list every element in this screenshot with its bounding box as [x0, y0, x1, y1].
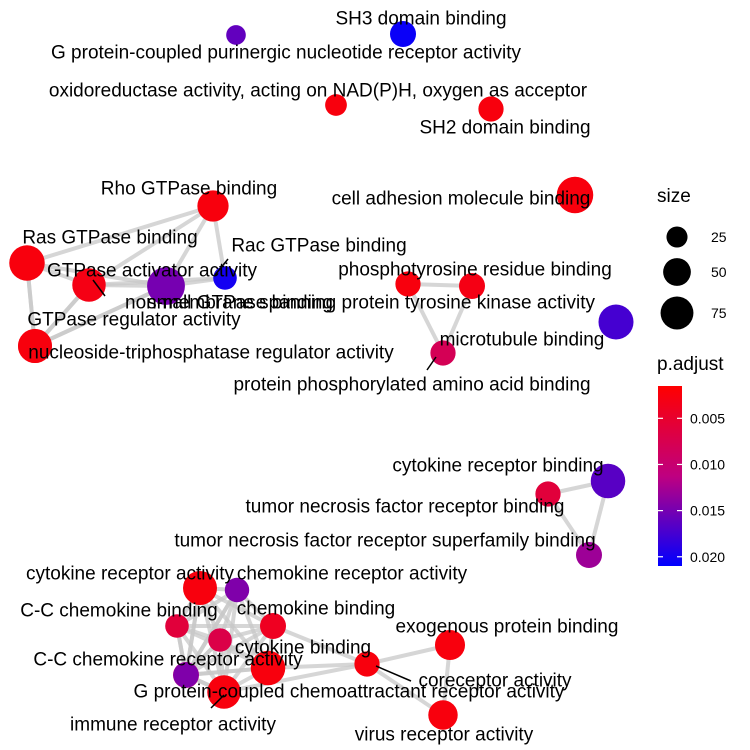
node-label-ppaa: protein phosphorylated amino acid bindin…	[233, 375, 590, 396]
node-label-cc_chemo_b: C-C chemokine binding	[20, 601, 218, 622]
leader-line-immune	[210, 694, 225, 709]
node-rho[interactable]	[197, 190, 229, 222]
edge-rho-ras	[26, 204, 214, 265]
node-label-cyto_ra: cytokine receptor activity	[26, 564, 235, 585]
edge-rho-gtp_act	[87, 204, 215, 287]
node-label-immune: immune receptor activity	[70, 715, 276, 736]
node-unlab_pink[interactable]	[208, 628, 232, 652]
node-gtp_act[interactable]	[72, 268, 106, 302]
node-label-sh2: SH2 domain binding	[419, 118, 590, 139]
leader-line-gtp_act	[92, 279, 106, 297]
node-virus[interactable]	[428, 700, 458, 730]
size-legend-dot-75	[660, 296, 694, 330]
node-rac[interactable]	[213, 266, 237, 290]
node-label-sh3: SH3 domain binding	[335, 9, 506, 30]
node-label-gpcr_chemo: G protein-coupled chemoattractant recept…	[134, 682, 565, 703]
node-sh2[interactable]	[478, 96, 504, 122]
node-label-oxido: oxidoreductase activity, acting on NAD(P…	[49, 81, 588, 102]
node-cc_chemo_b[interactable]	[165, 614, 189, 638]
node-ras[interactable]	[9, 245, 45, 281]
node-label-rac: Rac GTPase binding	[231, 236, 406, 257]
node-chemo_ra[interactable]	[224, 577, 250, 603]
node-gpcr_chemo[interactable]	[173, 662, 199, 688]
size-legend-title: size	[657, 186, 691, 207]
node-label-rho: Rho GTPase binding	[101, 179, 277, 200]
leader-line-ppaa	[426, 356, 437, 371]
node-mt[interactable]	[598, 304, 634, 340]
size-legend-dot-50	[663, 258, 691, 286]
color-legend-bar	[658, 386, 682, 566]
node-label-chemo_ra: chemokine receptor activity	[237, 564, 468, 585]
color-legend-title: p.adjust	[657, 354, 724, 375]
node-label-gpcr_purine: G protein-coupled purinergic nucleotide …	[51, 43, 521, 64]
node-label-cyto_b: cytokine binding	[235, 638, 371, 659]
node-exog[interactable]	[434, 629, 466, 661]
node-label-cam: cell adhesion molecule binding	[332, 189, 591, 210]
node-gpcr_purine[interactable]	[226, 25, 246, 45]
node-label-nmrptk: non-membrane spanning protein tyrosine k…	[125, 293, 595, 314]
size-legend-label-50: 50	[711, 264, 727, 280]
node-ppaa[interactable]	[430, 340, 456, 366]
color-legend-tick-label: 0.015	[690, 503, 725, 519]
edge-corec-virus	[365, 662, 445, 717]
node-label-ptyr: phosphotyrosine residue binding	[338, 260, 612, 281]
node-label-exog: exogenous protein binding	[396, 617, 619, 638]
node-corec[interactable]	[354, 651, 380, 677]
node-label-ras: Ras GTPase binding	[22, 228, 197, 249]
node-label-virus: virus receptor activity	[355, 725, 534, 746]
size-legend-label-25: 25	[711, 229, 727, 245]
node-label-gtp_act: GTPase activator activity	[47, 261, 258, 282]
node-label-tnfrb: tumor necrosis factor receptor binding	[246, 497, 565, 518]
node-label-cytorb: cytokine receptor binding	[392, 456, 603, 477]
node-cyto_ra[interactable]	[183, 571, 217, 605]
node-chemo_b[interactable]	[259, 612, 287, 640]
node-ntp_reg[interactable]	[18, 329, 52, 363]
color-legend: p.adjust 0.005 0.010 0.015 0.020	[657, 354, 725, 566]
node-label-chemo_b: chemokine binding	[237, 599, 395, 620]
node-oxido[interactable]	[325, 94, 347, 116]
node-tnfrb[interactable]	[535, 481, 561, 507]
node-ptyr[interactable]	[458, 272, 486, 300]
edge-chemo_b-corec	[272, 624, 368, 666]
leader-line-rac	[214, 258, 229, 276]
leader-line-corec	[375, 665, 412, 682]
node-label-tnfrsf: tumor necrosis factor receptor superfami…	[174, 531, 595, 552]
color-legend-tick-label: 0.005	[690, 410, 725, 426]
node-label-cc_chemo_ra: C-C chemokine receptor activity	[33, 650, 303, 671]
node-cytorb[interactable]	[590, 463, 626, 499]
node-tnfrsf[interactable]	[575, 541, 603, 569]
label-layer: SH3 domain binding G protein-coupled puri…	[20, 9, 618, 746]
color-legend-tick-label: 0.020	[690, 549, 725, 565]
node-label-small_gtp: small GTPase binding	[147, 293, 333, 314]
edge-nmrptk-ppaa	[406, 283, 445, 354]
node-label-mt: microtubule binding	[440, 330, 605, 351]
node-immune[interactable]	[207, 675, 241, 709]
size-legend-dot-25	[666, 226, 688, 248]
node-label-corec: coreceptor activity	[418, 671, 572, 692]
node-label-ntp_reg: nucleoside-triphosphatase regulator acti…	[28, 343, 394, 364]
edge-immune-corec	[223, 662, 368, 694]
node-cam[interactable]	[556, 176, 594, 214]
color-legend-tick-label: 0.010	[690, 456, 725, 472]
node-sh3[interactable]	[389, 20, 417, 48]
node-cyto_b[interactable]	[250, 650, 286, 686]
edge-ntp_reg-small_gtp	[34, 284, 167, 348]
size-legend: size 25 50 75	[657, 186, 727, 330]
node-label-gtp_reg: GTPase regulator activity	[27, 310, 241, 331]
node-small_gtp[interactable]	[147, 267, 185, 305]
node-layer	[9, 20, 634, 730]
size-legend-label-75: 75	[711, 305, 727, 321]
edge-chemo_b-cc_chemo_ra	[185, 624, 274, 677]
node-nmrptk[interactable]	[395, 271, 421, 297]
